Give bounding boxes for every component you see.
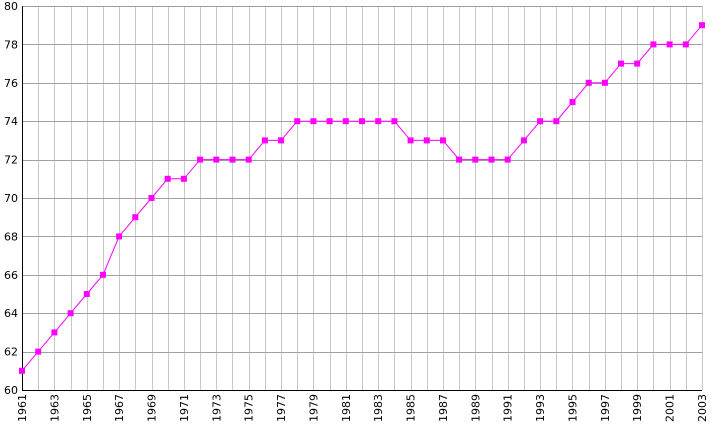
data-point <box>261 137 268 144</box>
data-point <box>472 156 479 163</box>
x-tick-label: 1971 <box>178 394 191 422</box>
data-point <box>407 137 414 144</box>
data-point <box>504 156 511 163</box>
x-tick-label: 1979 <box>307 394 320 422</box>
x-axis-ticks: 1961 1963 1965 1967 1969 1971 1973 1975 1977 1979… <box>16 394 709 422</box>
data-point <box>19 367 25 374</box>
data-point <box>391 118 398 125</box>
y-tick-label: 60 <box>4 384 18 397</box>
y-tick-label: 68 <box>4 230 18 243</box>
x-tick-label: 1999 <box>631 394 644 422</box>
y-tick-label: 78 <box>4 38 18 51</box>
y-axis-ticks: 60 62 64 66 68 70 72 74 76 78 80 <box>4 0 18 397</box>
y-tick-label: 72 <box>4 154 18 167</box>
data-point <box>342 118 349 125</box>
data-point <box>537 118 544 125</box>
x-tick-label: 1961 <box>16 394 29 422</box>
data-point <box>116 233 123 240</box>
data-point <box>197 156 204 163</box>
data-point <box>326 118 333 125</box>
x-tick-label: 1985 <box>405 394 418 422</box>
x-tick-label: 1973 <box>210 394 223 422</box>
data-point <box>359 118 365 125</box>
data-point <box>310 118 317 125</box>
data-point <box>229 156 236 163</box>
data-point <box>553 118 560 125</box>
data-point <box>699 22 705 29</box>
data-point <box>650 41 657 48</box>
data-point <box>618 60 624 67</box>
data-point <box>601 79 608 86</box>
data-point <box>35 348 42 355</box>
data-point <box>634 60 641 67</box>
y-tick-label: 70 <box>4 192 18 205</box>
data-point <box>569 99 576 105</box>
data-points <box>19 22 705 374</box>
data-point <box>423 137 430 144</box>
x-tick-label: 1995 <box>566 394 579 422</box>
data-point <box>456 156 463 163</box>
x-tick-label: 2003 <box>696 394 709 422</box>
x-tick-label: 1965 <box>81 394 94 422</box>
x-tick-label: 1997 <box>599 394 612 422</box>
y-tick-label: 80 <box>4 0 18 13</box>
x-tick-label: 1977 <box>275 394 288 422</box>
data-point <box>488 156 495 163</box>
x-tick-label: 1993 <box>534 394 547 422</box>
x-tick-label: 1987 <box>437 394 450 422</box>
y-tick-label: 66 <box>4 269 18 282</box>
y-tick-label: 74 <box>4 115 18 128</box>
data-point <box>520 137 527 144</box>
data-point <box>666 41 673 48</box>
x-tick-label: 1991 <box>502 394 515 422</box>
x-tick-label: 1969 <box>146 394 159 422</box>
data-point <box>51 329 58 336</box>
data-point <box>440 137 446 144</box>
data-point <box>148 195 155 201</box>
data-point <box>83 291 90 297</box>
data-point <box>67 310 74 317</box>
data-point <box>682 41 689 48</box>
data-point <box>132 214 139 221</box>
x-tick-label: 2001 <box>664 394 677 422</box>
data-point <box>585 79 592 86</box>
x-tick-label: 1967 <box>113 394 126 422</box>
data-point <box>100 271 106 278</box>
axes <box>22 6 702 391</box>
x-tick-label: 1963 <box>48 394 61 422</box>
data-point <box>294 118 301 125</box>
data-point <box>375 118 382 125</box>
x-tick-label: 1981 <box>340 394 353 422</box>
data-point <box>213 156 220 163</box>
y-tick-label: 76 <box>4 77 18 90</box>
data-point <box>278 137 284 144</box>
x-tick-label: 1989 <box>469 394 482 422</box>
data-point <box>180 175 187 182</box>
y-tick-label: 64 <box>4 307 18 320</box>
x-tick-label: 1983 <box>372 394 385 422</box>
data-point <box>164 175 171 182</box>
x-tick-label: 1975 <box>243 394 256 422</box>
y-tick-label: 62 <box>4 346 18 359</box>
data-point <box>245 156 252 163</box>
